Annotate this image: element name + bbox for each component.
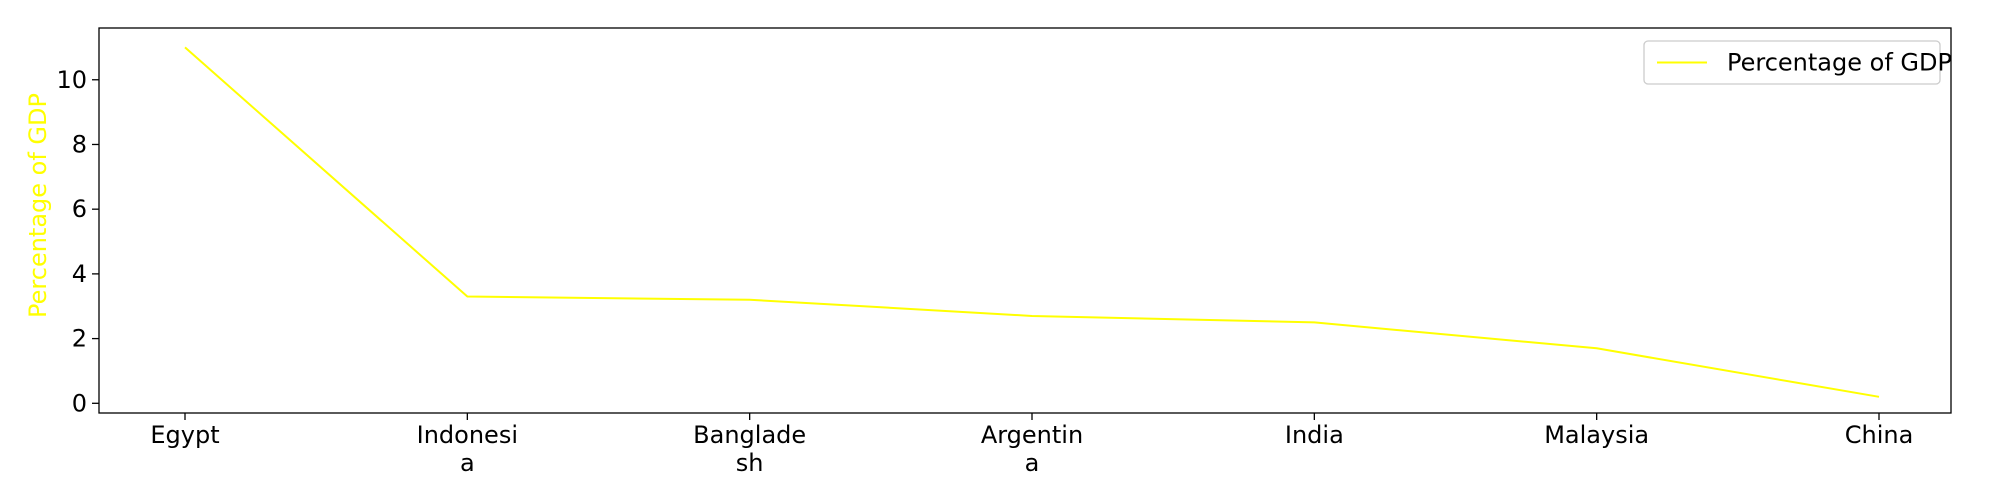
x-tick-label-line: a	[1025, 449, 1040, 477]
plot-area-frame	[98, 27, 1952, 414]
legend-box	[1643, 40, 1941, 85]
x-tick-label-line: Argentin	[981, 421, 1083, 449]
legend-label: Percentage of GDP	[1727, 49, 1952, 77]
series-line	[184, 46, 1880, 398]
y-tick-label: 6	[72, 195, 87, 223]
x-tick-label: Malaysia	[1544, 421, 1649, 449]
y-tick-label: 0	[72, 389, 87, 417]
x-tick-label-line: Banglade	[693, 421, 806, 449]
data-point	[1314, 322, 1315, 323]
data-point	[749, 299, 750, 300]
data-point	[185, 47, 186, 48]
x-tick-label-line: Malaysia	[1544, 421, 1649, 449]
x-tick-label-line: India	[1285, 421, 1344, 449]
x-tick-label-line: China	[1845, 421, 1914, 449]
x-tick-label: Egypt	[150, 421, 219, 449]
y-tick-label: 4	[72, 260, 87, 288]
series-layer	[184, 46, 1880, 398]
y-tick-label: 10	[56, 66, 87, 94]
x-tick-label: Indonesi a	[417, 421, 518, 477]
x-tick-label: Banglade sh	[693, 421, 806, 477]
x-tick-label-line: a	[460, 449, 475, 477]
legend: Percentage of GDP	[1643, 40, 1952, 85]
data-point	[1879, 396, 1880, 397]
x-tick-label: Argentin a	[981, 421, 1083, 477]
y-axis-ticks: 0 2 4 6 8 10	[56, 66, 99, 417]
x-tick-label-line: sh	[736, 449, 764, 477]
x-tick-label: China	[1845, 421, 1914, 449]
x-tick-label-line: Egypt	[150, 421, 219, 449]
y-tick-label: 2	[72, 325, 87, 353]
x-tick-label: India	[1285, 421, 1344, 449]
data-point	[1596, 348, 1597, 349]
y-tick-label: 8	[72, 130, 87, 158]
y-axis-title: Percentage of GDP	[24, 93, 52, 318]
x-tick-label-line: Indonesi	[417, 421, 518, 449]
data-point	[467, 296, 468, 297]
data-point	[1032, 315, 1033, 316]
